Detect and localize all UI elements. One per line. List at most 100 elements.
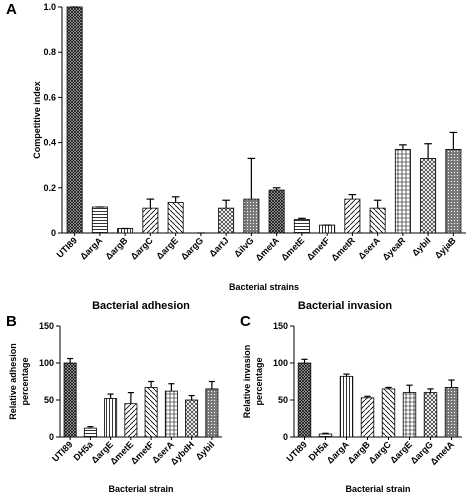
error-bar: [399, 144, 407, 150]
bar: [83, 427, 97, 438]
y-tick-label: 100: [39, 358, 54, 368]
bar: [268, 189, 285, 234]
bar: [318, 433, 333, 438]
bar: [218, 207, 235, 234]
error-bar: [373, 199, 382, 209]
y-tick-label: 50: [278, 395, 288, 405]
error-bar: [127, 392, 134, 404]
x-tick-label: ΔybiI: [410, 235, 433, 258]
error-bar: [424, 143, 432, 159]
bar: [117, 228, 134, 234]
bar: [445, 148, 462, 234]
bar: [144, 387, 158, 438]
x-tick-label: ΔargC: [129, 235, 155, 261]
error-bar: [168, 383, 175, 392]
bar: [339, 375, 354, 438]
panel-title: Bacterial invasion: [298, 300, 392, 312]
y-tick-label: 0: [51, 228, 56, 238]
error-bar: [272, 187, 281, 191]
bar: [394, 148, 411, 234]
error-bar: [87, 426, 94, 429]
bar: [104, 398, 118, 438]
x-tick-label: ΔmetA: [253, 235, 281, 263]
x-tick-label: ΔmetA: [428, 439, 456, 467]
y-tick-label: 150: [39, 321, 54, 331]
error-bar: [188, 394, 195, 400]
panel-label: C: [240, 313, 251, 330]
x-axis-label: Bacterial strain: [345, 484, 410, 494]
y-tick-label: 0.2: [43, 183, 56, 193]
y-tick-label: 0: [49, 432, 54, 442]
y-axis-label: Relative invasion: [242, 345, 252, 419]
x-tick-label: ΔyeaR: [380, 235, 407, 262]
bar: [297, 362, 312, 438]
error-bar: [298, 217, 306, 220]
bar: [360, 397, 375, 438]
panel-label: B: [6, 313, 17, 330]
x-tick-label: ΔargA: [78, 235, 104, 261]
x-tick-label: ΔargG: [179, 235, 206, 262]
y-axis-label: percentage: [254, 357, 264, 405]
error-bar: [406, 384, 413, 393]
bar: [420, 158, 437, 234]
bar: [319, 224, 336, 234]
x-tick-label: ΔargC: [367, 439, 393, 465]
error-bar: [171, 196, 180, 203]
y-axis-label: percentage: [20, 357, 30, 405]
bar: [344, 198, 361, 234]
bar: [63, 362, 77, 438]
bar: [369, 207, 386, 234]
error-bar: [322, 432, 329, 435]
x-tick-label: ΔmetF: [305, 235, 332, 262]
bar: [142, 207, 159, 234]
bar: [164, 390, 178, 438]
y-tick-label: 0.4: [43, 138, 56, 148]
bar: [91, 206, 108, 234]
y-tick-label: 1.0: [43, 2, 56, 12]
error-bar: [385, 386, 392, 389]
x-tick-label: ΔargB: [346, 439, 372, 465]
error-bar: [107, 393, 114, 399]
error-bar: [448, 379, 455, 388]
bar: [66, 6, 83, 234]
bar: [185, 399, 199, 438]
x-tick-label: ΔybiI: [194, 439, 217, 462]
bar: [293, 219, 310, 234]
x-tick-label: UTI89: [55, 235, 79, 259]
error-bar: [343, 373, 350, 377]
error-bar: [427, 388, 434, 393]
x-tick-label: ΔargB: [103, 235, 129, 261]
y-axis-label: Competitive index: [32, 81, 42, 159]
y-tick-label: 0.8: [43, 47, 56, 57]
error-bar: [301, 358, 308, 363]
bar: [124, 403, 138, 438]
x-tick-label: ΔargE: [154, 235, 180, 261]
y-tick-label: 0.6: [43, 92, 56, 102]
y-tick-label: 50: [44, 395, 54, 405]
y-tick-label: 0: [283, 432, 288, 442]
error-bar: [222, 199, 230, 209]
bar: [423, 392, 438, 438]
x-tick-label: ΔilvG: [232, 235, 256, 259]
y-tick-label: 100: [273, 358, 288, 368]
bar: [205, 388, 219, 438]
x-tick-label: ΔmetF: [129, 439, 156, 466]
error-bar: [148, 380, 155, 388]
x-tick-label: ΔmetE: [279, 235, 306, 262]
x-tick-label: ΔyjaB: [433, 235, 458, 260]
error-bar: [364, 395, 371, 398]
y-axis-label: Relative adhesion: [8, 343, 18, 420]
error-bar: [208, 380, 215, 389]
x-axis-label: Bacterial strain: [108, 484, 173, 494]
bar: [167, 202, 184, 234]
x-tick-label: ΔartJ: [207, 235, 230, 258]
x-tick-label: ΔmetR: [329, 235, 357, 263]
panel-label: A: [6, 1, 17, 18]
bar: [243, 198, 260, 234]
x-tick-label: ΔargA: [325, 439, 351, 465]
x-tick-label: ΔserA: [356, 235, 382, 261]
y-tick-label: 150: [273, 321, 288, 331]
panel-title: Bacterial adhesion: [92, 300, 190, 312]
